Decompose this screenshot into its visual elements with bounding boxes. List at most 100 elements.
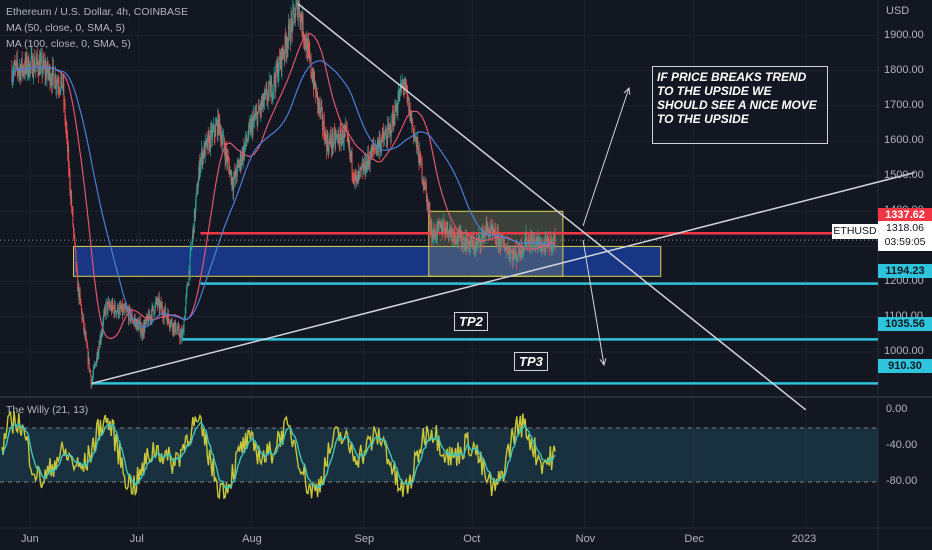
candle-body xyxy=(445,227,447,234)
willy-legend[interactable]: The Willy (21, 13) xyxy=(6,404,89,416)
candle-body xyxy=(238,163,240,168)
candle-body xyxy=(188,270,190,285)
candle-body xyxy=(25,56,27,67)
candle-body xyxy=(181,331,183,340)
candle-body xyxy=(81,309,83,320)
tp2-label[interactable]: TP2 xyxy=(454,312,488,331)
candle-body xyxy=(436,223,438,238)
candle-body xyxy=(480,246,482,247)
candle-body xyxy=(215,125,216,137)
candle-body xyxy=(308,43,309,47)
candle-body xyxy=(520,242,522,256)
candle-body xyxy=(21,58,22,69)
candle-body xyxy=(30,62,32,64)
candle-body xyxy=(15,62,17,66)
candle-body xyxy=(184,307,186,319)
candle-body xyxy=(327,138,329,148)
candle-body xyxy=(92,368,94,376)
candle-body xyxy=(521,250,523,255)
tp3-label[interactable]: TP3 xyxy=(514,352,548,371)
candle-body xyxy=(155,301,157,304)
candle-body xyxy=(97,353,99,358)
candle-body xyxy=(237,162,239,164)
candle-body xyxy=(68,149,70,170)
candle-body xyxy=(265,89,267,91)
candle-body xyxy=(66,130,68,135)
candle-body xyxy=(49,67,51,86)
candle-body xyxy=(176,330,178,334)
candle-body xyxy=(431,226,433,240)
candle-body xyxy=(151,306,153,320)
candle-body xyxy=(508,250,510,258)
candle-body xyxy=(469,242,471,247)
candle-body xyxy=(498,239,500,247)
candle-body xyxy=(65,120,67,126)
candle-body xyxy=(248,124,250,138)
candle-body xyxy=(549,243,551,251)
candle-body xyxy=(144,324,146,332)
candle-body xyxy=(407,92,409,99)
candle-body xyxy=(122,308,124,315)
candle-body xyxy=(202,153,204,158)
candle-body xyxy=(416,139,418,148)
candle-body xyxy=(167,313,169,320)
candle-body xyxy=(315,88,317,98)
candle-body xyxy=(497,232,499,247)
candle-body xyxy=(103,314,105,320)
candle-body xyxy=(146,315,148,322)
candle-body xyxy=(141,327,143,336)
candle-body xyxy=(554,234,556,248)
candle-body xyxy=(472,238,474,249)
candle-body xyxy=(475,243,477,252)
candle-body xyxy=(311,75,313,82)
candle-body xyxy=(336,135,338,137)
candle-body xyxy=(243,146,245,157)
candle-body xyxy=(111,301,113,312)
candle-body xyxy=(432,233,434,239)
candle-body xyxy=(405,84,407,92)
candle-body xyxy=(108,301,110,307)
candle-body xyxy=(341,137,343,145)
candle-body xyxy=(128,311,129,321)
candle-body xyxy=(354,171,356,181)
candle-body xyxy=(208,136,210,151)
candle-body xyxy=(551,249,553,251)
candle-body xyxy=(471,242,473,249)
candle-body xyxy=(435,229,437,238)
symbol-legend[interactable]: Ethereum / U.S. Dollar, 4h, COINBASE xyxy=(6,6,189,18)
candle-body xyxy=(365,171,367,174)
candle-body xyxy=(283,53,285,57)
candle-body xyxy=(56,85,58,88)
candle-body xyxy=(112,301,114,307)
candle-body xyxy=(170,319,172,322)
candle-body xyxy=(495,240,497,245)
time-tick-label: Nov xyxy=(575,533,596,545)
candle-body xyxy=(182,328,184,335)
candle-body xyxy=(415,137,416,139)
candle-body xyxy=(266,89,268,100)
candle-body xyxy=(83,328,85,330)
candle-body xyxy=(44,64,46,75)
candle-body xyxy=(343,128,345,141)
candle-body xyxy=(525,233,527,245)
candle-body xyxy=(31,55,33,57)
ma100-legend[interactable]: MA (100, close, 0, SMA, 5) xyxy=(6,38,131,50)
candle-body xyxy=(538,237,540,246)
candle-body xyxy=(124,305,126,308)
ma50-legend[interactable]: MA (50, close, 0, SMA, 5) xyxy=(6,22,126,34)
candle-body xyxy=(15,65,16,66)
candle-body xyxy=(286,45,288,49)
candle-body xyxy=(360,167,361,170)
candle-body xyxy=(163,312,165,319)
annotation-callout[interactable]: IF PRICE BREAKS TREND TO THE UPSIDE WE S… xyxy=(652,66,828,144)
willy-signal-line xyxy=(1,420,556,490)
candle-body xyxy=(187,285,189,286)
candle-body xyxy=(278,56,280,74)
candle-body xyxy=(495,238,497,241)
candle-body xyxy=(330,135,332,145)
candle-body xyxy=(408,98,410,113)
candle-body xyxy=(396,107,398,113)
candle-body xyxy=(179,335,181,340)
